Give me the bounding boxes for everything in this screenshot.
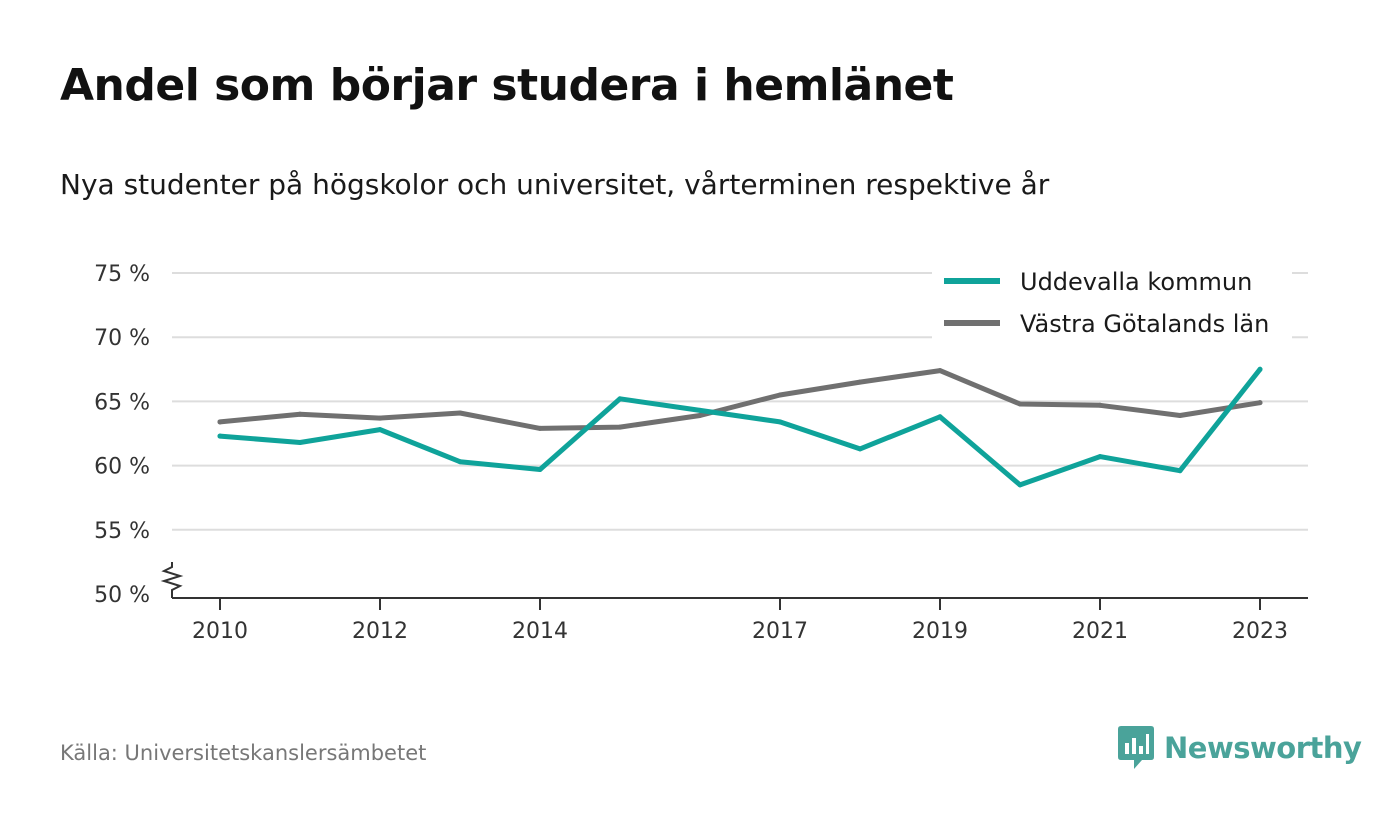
data-point-vastra-gotaland: [217, 419, 223, 425]
data-point-vastra-gotaland: [777, 392, 783, 398]
y-axis-labels: 50 % 55 % 60 % 65 % 70 % 75 %: [94, 262, 150, 608]
data-point-vastra-gotaland: [457, 410, 463, 416]
chart-subtitle: Nya studenter på högskolor och universit…: [60, 168, 1050, 201]
data-point-vastra-gotaland: [537, 425, 543, 431]
axis-break-icon: [160, 562, 184, 598]
x-tick-label: 2017: [752, 619, 808, 644]
brand-logo: Newsworthy: [1118, 726, 1362, 770]
data-point-uddevalla: [217, 433, 223, 439]
x-tick-label: 2019: [912, 619, 968, 644]
legend: Uddevalla kommun Västra Götalands län: [932, 258, 1292, 344]
data-point-uddevalla: [457, 459, 463, 465]
x-tick-label: 2014: [512, 619, 568, 644]
x-tick-label: 2021: [1072, 619, 1128, 644]
data-point-vastra-gotaland: [697, 413, 703, 419]
source-note: Källa: Universitetskanslersämbetet: [60, 741, 427, 765]
data-point-uddevalla: [297, 439, 303, 445]
x-axis-labels: 2010 2012 2014 2017 2019 2021 2023: [192, 619, 1288, 644]
x-axis: [160, 562, 1308, 610]
data-point-vastra-gotaland: [937, 368, 943, 374]
data-point-uddevalla: [1017, 482, 1023, 488]
x-tick-label: 2012: [352, 619, 408, 644]
x-tick-label: 2023: [1232, 619, 1288, 644]
y-tick-label: 60 %: [94, 455, 150, 480]
data-point-uddevalla: [537, 466, 543, 472]
data-point-uddevalla: [377, 427, 383, 433]
bar-chart-speech-bubble-icon: [1118, 726, 1154, 769]
data-point-vastra-gotaland: [857, 379, 863, 385]
data-point-vastra-gotaland: [297, 411, 303, 417]
data-point-uddevalla: [777, 419, 783, 425]
data-point-uddevalla: [697, 407, 703, 413]
data-point-uddevalla: [617, 396, 623, 402]
data-point-vastra-gotaland: [1257, 400, 1263, 406]
series-line-vastra-gotaland: [217, 368, 1263, 431]
y-tick-label: 75 %: [94, 262, 150, 287]
brand-name: Newsworthy: [1164, 731, 1362, 765]
legend-label: Västra Götalands län: [1020, 310, 1269, 338]
data-point-uddevalla: [1097, 454, 1103, 460]
data-point-vastra-gotaland: [1097, 402, 1103, 408]
data-point-uddevalla: [937, 414, 943, 420]
data-point-uddevalla: [1177, 468, 1183, 474]
series-line-uddevalla: [217, 366, 1263, 488]
data-point-uddevalla: [1257, 366, 1263, 372]
data-point-vastra-gotaland: [377, 415, 383, 421]
data-point-vastra-gotaland: [617, 424, 623, 430]
data-point-uddevalla: [857, 446, 863, 452]
chart-title: Andel som börjar studera i hemlänet: [60, 60, 954, 111]
data-point-vastra-gotaland: [1017, 401, 1023, 407]
x-tick-label: 2010: [192, 619, 248, 644]
legend-background: [932, 258, 1292, 344]
legend-label: Uddevalla kommun: [1020, 268, 1252, 296]
y-tick-label: 50 %: [94, 583, 150, 608]
y-tick-label: 55 %: [94, 519, 150, 544]
y-tick-label: 65 %: [94, 390, 150, 415]
line-chart: 50 %55 %60 %65 %70 %75 % 2010 2012 2014 201…: [94, 258, 1308, 644]
data-point-vastra-gotaland: [1177, 413, 1183, 419]
y-tick-label: 70 %: [94, 326, 150, 351]
data-series: [217, 366, 1263, 488]
